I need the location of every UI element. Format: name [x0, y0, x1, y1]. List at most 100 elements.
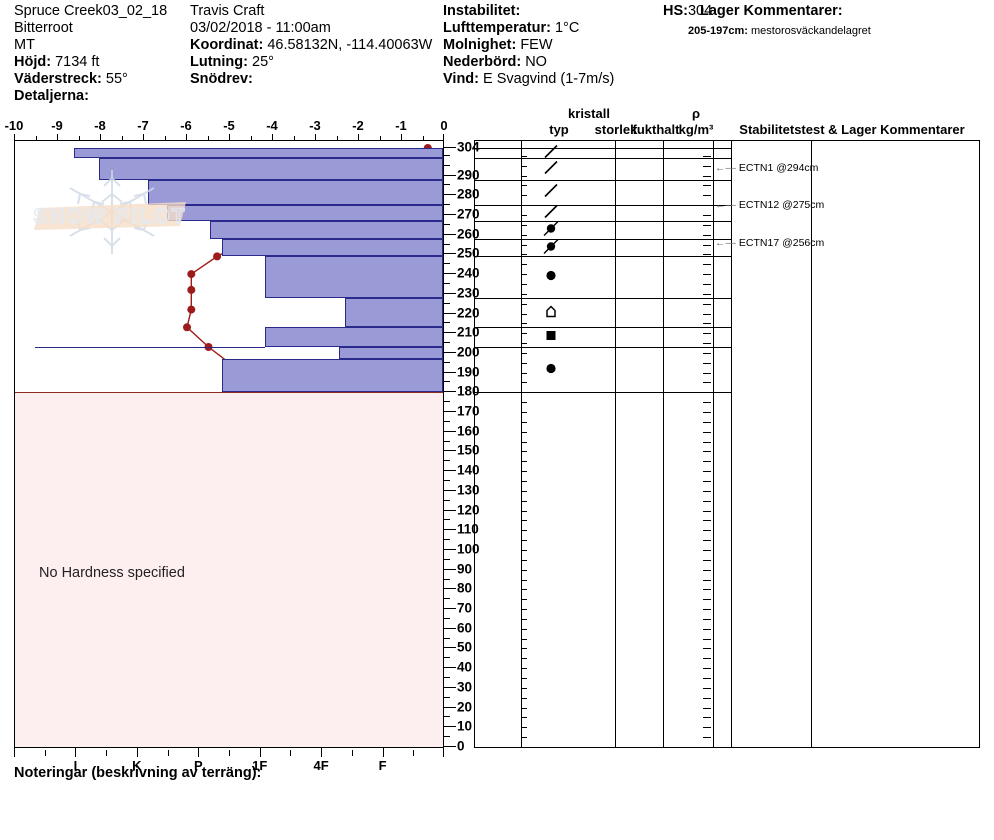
- depth-minor-tick: [444, 637, 450, 639]
- details-row: Detaljerna:: [14, 88, 167, 105]
- depth-minor-tick: [444, 460, 450, 462]
- depth-tick: [444, 174, 456, 176]
- stability-depth-tick: [703, 490, 711, 492]
- depth-minor-tick: [444, 322, 450, 324]
- slope-label: Lutning:: [190, 54, 248, 70]
- table-row-divider: [521, 347, 731, 348]
- table-depth-tick: [521, 727, 527, 729]
- hardness-axis-tick: [14, 748, 15, 757]
- stability-depth-tick: [703, 362, 711, 364]
- stability-depth-tick: [703, 569, 711, 571]
- depth-label: 270: [457, 206, 480, 222]
- table-column-divider: [811, 141, 812, 747]
- temperature-point: [213, 252, 222, 261]
- drifting-row: Snödrev:: [190, 71, 432, 88]
- depth-label: 150: [457, 442, 480, 458]
- temp-axis-label: -9: [51, 118, 63, 133]
- depth-label: 70: [457, 600, 473, 616]
- depth-tick: [444, 667, 456, 669]
- stability-depth-tick: [703, 234, 711, 236]
- depth-label: 110: [457, 521, 479, 537]
- stability-depth-tick: [703, 274, 711, 276]
- stability-depth-tick: [703, 412, 711, 414]
- temp-axis-tick: [143, 134, 144, 141]
- temp-axis-label: -10: [4, 118, 24, 133]
- temp-axis-minor-tick: [164, 136, 166, 141]
- stability-depth-tick: [703, 254, 711, 256]
- layer-comment-text: mestorosväckandelagret: [751, 25, 871, 37]
- stability-depth-tick: [703, 480, 711, 482]
- depth-tick: [444, 450, 456, 452]
- stability-depth-tick: [703, 540, 711, 542]
- hardness-axis-tick: [321, 748, 323, 757]
- depth-tick: [444, 706, 456, 708]
- depth-minor-tick: [444, 223, 450, 225]
- table-depth-tick: [521, 352, 527, 354]
- table-depth-tick: [521, 274, 527, 276]
- airtemp-row: Lufttemperatur: 1°C: [443, 20, 614, 37]
- table-depth-tick: [521, 343, 527, 345]
- table-strip-divider: [475, 179, 521, 181]
- depth-minor-tick: [444, 440, 450, 442]
- airtemp-label: Lufttemperatur:: [443, 20, 551, 36]
- hardness-axis-minor-tick: [413, 750, 415, 756]
- layer-comment-range: 205-197cm:: [688, 25, 748, 37]
- table-depth-tick: [521, 244, 527, 246]
- table-strip-divider: [475, 157, 521, 159]
- temp-axis-minor-tick: [35, 136, 37, 141]
- stability-depth-tick: [703, 175, 711, 177]
- table-column-divider: [731, 141, 732, 747]
- elevation-row: Höjd: 7134 ft: [14, 54, 167, 71]
- th-density-symbol: ρ: [691, 106, 701, 121]
- depth-tick: [444, 411, 456, 413]
- stability-depth-tick: [703, 658, 711, 660]
- table-column-divider: [615, 141, 616, 747]
- stability-depth-tick: [703, 382, 711, 384]
- grain-type-icon: [541, 358, 561, 381]
- hardness-layer-bar: [264, 256, 443, 298]
- depth-label: 240: [457, 265, 480, 281]
- stability-depth-tick: [703, 520, 711, 522]
- depth-label: 180: [457, 383, 480, 399]
- header-layer-comments-column: Lager Kommentarer: 205-197cm: mestorosvä…: [688, 3, 871, 39]
- no-hardness-region: No Hardness specified: [15, 392, 443, 747]
- table-row-divider: [521, 256, 731, 258]
- hardness-axis-minor-tick: [229, 750, 230, 756]
- depth-minor-tick: [444, 696, 450, 698]
- depth-label: 50: [457, 639, 473, 655]
- temp-axis-label: -1: [395, 118, 407, 133]
- temp-axis-tick: [443, 134, 444, 141]
- temp-axis-tick: [186, 134, 187, 141]
- table-depth-tick: [521, 717, 527, 719]
- depth-tick: [444, 608, 456, 610]
- table-depth-tick: [521, 530, 527, 532]
- temp-axis-tick: [358, 134, 359, 141]
- stability-depth-tick: [703, 441, 711, 443]
- stability-test-annotation: ←— ECTN17 @256cm: [715, 237, 824, 249]
- stability-depth-tick: [703, 648, 711, 650]
- table-depth-tick: [521, 480, 527, 482]
- stability-depth-tick: [703, 431, 711, 433]
- table-row-divider: [521, 157, 731, 159]
- depth-label: 190: [457, 364, 480, 380]
- details-label: Detaljerna:: [14, 88, 89, 104]
- table-depth-tick: [521, 707, 527, 709]
- depth-tick: [444, 332, 456, 334]
- aspect-label: Väderstreck:: [14, 71, 102, 87]
- depth-label: 250: [457, 245, 480, 261]
- depth-tick: [444, 213, 456, 215]
- hardness-plot: No Hardness specified: [14, 140, 444, 748]
- stability-depth-tick: [703, 343, 711, 345]
- temp-axis-label: -2: [352, 118, 364, 133]
- stability-depth-tick: [703, 579, 711, 581]
- stability-depth-tick: [703, 500, 711, 502]
- stability-depth-tick: [703, 323, 711, 325]
- stability-depth-tick: [703, 372, 711, 374]
- stability-test-annotation: ←— ECTN1 @294cm: [715, 162, 818, 174]
- table-depth-tick: [521, 648, 527, 650]
- depth-minor-tick: [444, 243, 450, 245]
- slope-row: Lutning: 25°: [190, 54, 432, 71]
- table-column-divider: [663, 141, 664, 747]
- table-row-divider: [521, 205, 731, 207]
- depth-tick: [444, 430, 456, 432]
